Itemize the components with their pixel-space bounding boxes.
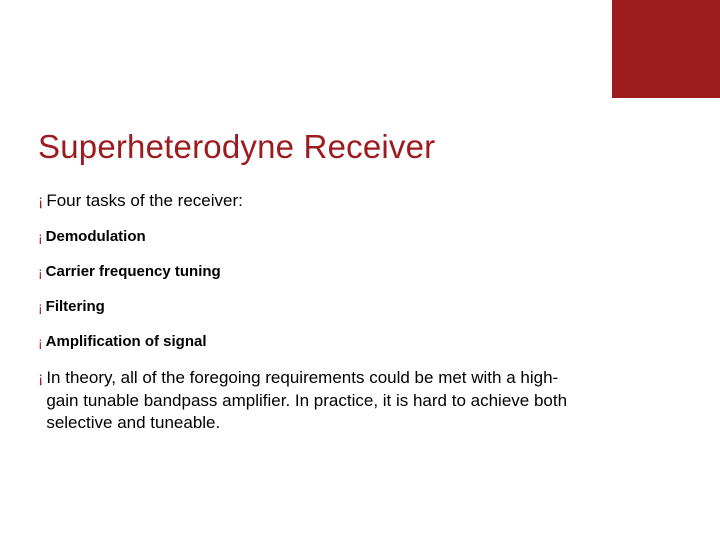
bullet-icon: ¡ <box>38 367 43 390</box>
content-area: ¡ Four tasks of the receiver: ¡ Demodula… <box>38 190 680 435</box>
task-row: ¡ Amplification of signal <box>38 332 680 353</box>
bullet-icon: ¡ <box>38 190 43 213</box>
task-text: Demodulation <box>46 227 146 247</box>
task-row: ¡ Filtering <box>38 297 680 318</box>
task-row: ¡ Carrier frequency tuning <box>38 262 680 283</box>
accent-block <box>612 0 720 98</box>
paragraph-row: ¡ In theory, all of the foregoing requir… <box>38 367 680 434</box>
intro-text: Four tasks of the receiver: <box>46 190 243 212</box>
task-row: ¡ Demodulation <box>38 227 680 248</box>
bullet-icon: ¡ <box>38 227 43 248</box>
task-text: Carrier frequency tuning <box>46 262 221 282</box>
bullet-icon: ¡ <box>38 262 43 283</box>
task-text: Filtering <box>46 297 105 317</box>
paragraph-text: In theory, all of the foregoing requirem… <box>46 367 581 434</box>
task-text: Amplification of signal <box>46 332 207 352</box>
bullet-icon: ¡ <box>38 297 43 318</box>
intro-row: ¡ Four tasks of the receiver: <box>38 190 680 213</box>
page-title: Superheterodyne Receiver <box>38 128 435 166</box>
slide: Superheterodyne Receiver ¡ Four tasks of… <box>0 0 720 540</box>
bullet-icon: ¡ <box>38 332 43 353</box>
